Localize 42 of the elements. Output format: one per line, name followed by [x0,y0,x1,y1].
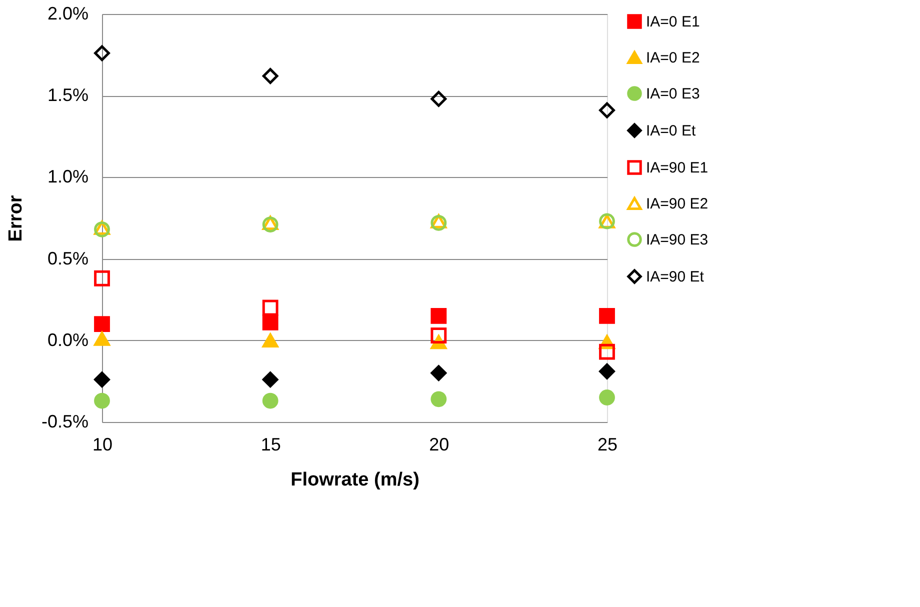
y-tick-label: 0.5% [47,248,88,268]
point [430,308,447,324]
y-axis-title: Error [5,194,26,242]
point [430,328,447,344]
point [94,332,110,346]
point [94,45,110,62]
y-tick-label: -0.5% [41,412,88,432]
legend-label: IA=0 E3 [646,86,700,102]
point [262,300,278,316]
x-axis-title: Flowrate (m/s) [290,470,420,490]
legend-label: IA=90 E2 [646,196,708,212]
point [262,333,278,348]
point [599,308,615,324]
legend-label: IA=90 E3 [646,232,708,248]
point [262,68,278,84]
point [430,391,447,408]
point [430,90,447,107]
legend-label: IA=0 E2 [646,50,700,66]
legend-label: IA=0 E1 [646,14,700,30]
point [599,363,615,380]
x-tick-label: 20 [429,434,450,454]
x-tick-label: 25 [597,434,618,454]
x-tick-label: 15 [260,434,281,454]
legend-label: IA=0 Et [646,122,696,140]
point [599,390,615,406]
x-tick-label: 10 [92,434,113,454]
point [262,314,278,330]
y-tick-label: 0.0% [47,330,88,350]
y-tick-label: 1.5% [47,85,88,106]
point [262,372,278,388]
legend-label: IA=90 E1 [646,160,708,176]
point [430,365,447,381]
point [599,344,615,360]
point [599,102,615,118]
point [262,392,278,409]
y-tick-label: 1.0% [47,166,88,187]
y-tick-label: 2.0% [47,4,88,24]
point [94,316,110,332]
point [94,392,110,409]
point [94,270,110,286]
point [94,372,110,388]
legend-label: IA=90 Et [646,268,705,286]
